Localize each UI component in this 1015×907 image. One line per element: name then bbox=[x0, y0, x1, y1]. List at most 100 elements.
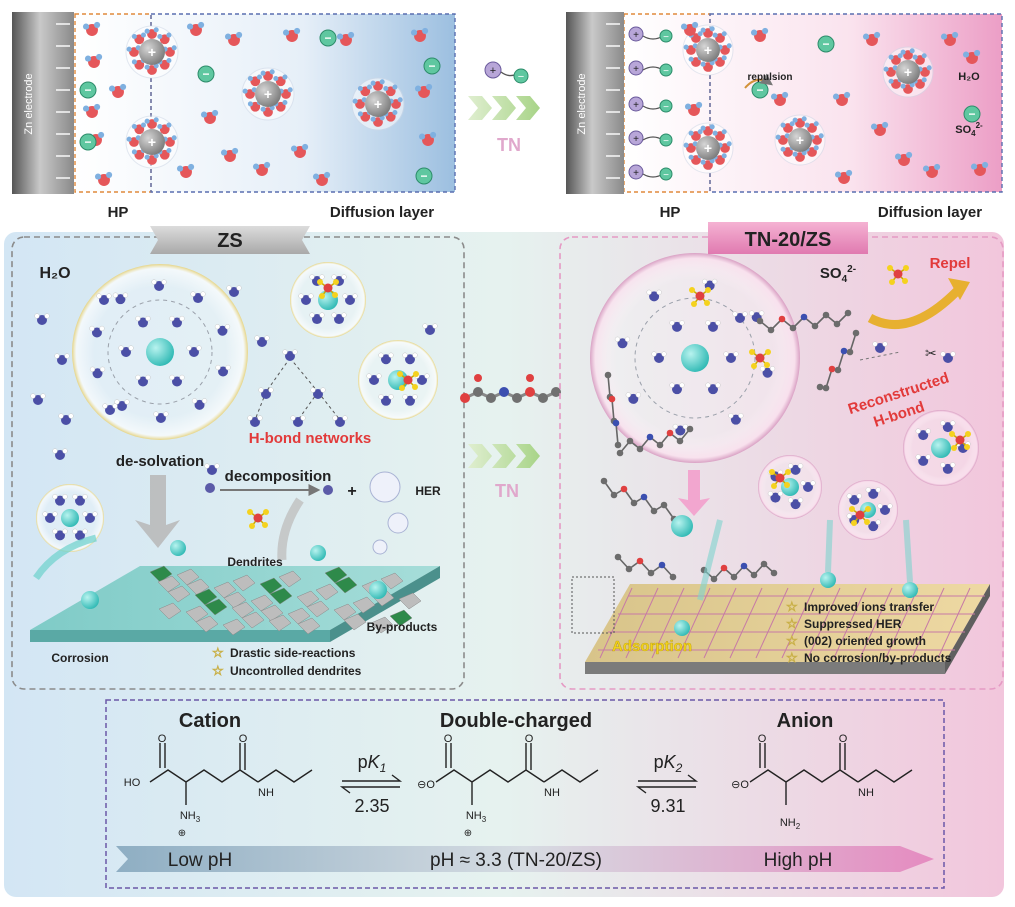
hydrogen-atom bbox=[422, 27, 429, 34]
oxygen-atom bbox=[399, 385, 405, 391]
atom bbox=[846, 348, 854, 356]
anion-label: Anion bbox=[777, 710, 834, 732]
oxygen-atom bbox=[229, 287, 239, 297]
top-tn-arrow: + − TN bbox=[468, 61, 540, 155]
hydrogen-atom bbox=[679, 320, 685, 326]
dendrite-flake bbox=[333, 603, 357, 621]
oxygen-atom bbox=[194, 399, 205, 410]
hydrogen-atom bbox=[846, 169, 853, 176]
hydrogen-atom bbox=[900, 83, 906, 89]
tn-free-zn bbox=[671, 515, 693, 537]
dendrite-flake bbox=[222, 618, 246, 636]
tn-panel-border bbox=[559, 236, 1004, 690]
sulfur-atom bbox=[403, 375, 413, 385]
hydrogen-atom bbox=[940, 351, 946, 357]
so4-anion: − bbox=[751, 81, 769, 99]
hydrogen-atom bbox=[883, 66, 889, 72]
water-molecule bbox=[780, 121, 795, 133]
hydrogen-atom bbox=[915, 454, 921, 460]
hydrogen-atom bbox=[287, 87, 293, 93]
hydrogen-atom bbox=[264, 335, 270, 341]
ion-trail bbox=[903, 519, 913, 583]
dendrite-flakes bbox=[149, 565, 422, 636]
sulfate-ion bbox=[749, 349, 771, 369]
hydrated-cation: + bbox=[241, 67, 295, 121]
hydrogen-atom bbox=[894, 153, 902, 160]
oxygen-atom bbox=[764, 362, 770, 368]
water-molecule bbox=[418, 131, 437, 146]
hydrogen-atom bbox=[726, 141, 732, 147]
tn-chain bbox=[600, 477, 678, 523]
water-molecule bbox=[162, 45, 177, 57]
oxygen-atom bbox=[708, 384, 718, 395]
water-molecule bbox=[651, 351, 667, 363]
hydrogen-atom bbox=[106, 293, 112, 299]
plus-icon: + bbox=[633, 100, 639, 111]
hydrogen-atom bbox=[683, 142, 689, 148]
hydrogen-atom bbox=[926, 65, 932, 71]
oxygen-atom bbox=[964, 444, 970, 450]
hydrogen-atom bbox=[669, 320, 675, 326]
oxygen-atom bbox=[75, 495, 85, 506]
hydrogen-atom bbox=[974, 49, 981, 56]
hydrogen-atom bbox=[715, 320, 721, 326]
svg-text:+: + bbox=[490, 65, 496, 77]
dendrite-flake bbox=[231, 601, 255, 619]
hydrogen-atom bbox=[712, 32, 718, 38]
oxygen-atom bbox=[672, 384, 682, 395]
hbond-dashed bbox=[859, 351, 901, 361]
hydrogen-atom bbox=[151, 279, 157, 285]
equilibrium-border bbox=[105, 699, 945, 889]
atom bbox=[499, 387, 509, 397]
hydrogen-atom bbox=[388, 394, 394, 400]
zn-slab-front bbox=[30, 630, 330, 642]
hydrogen-atom bbox=[418, 133, 426, 140]
hydrated-cation: + bbox=[125, 115, 179, 169]
hydrogen-atom bbox=[131, 59, 137, 65]
zs-title-tab bbox=[150, 226, 310, 254]
hydrogen-atom bbox=[921, 77, 927, 83]
oxygen-atom bbox=[868, 488, 879, 499]
water-molecule bbox=[54, 353, 70, 365]
water-molecule bbox=[96, 293, 112, 305]
dendrite-flake bbox=[268, 614, 292, 632]
hydrogen-atom bbox=[844, 91, 851, 98]
hydrogen-atom bbox=[357, 111, 363, 117]
atom bbox=[730, 573, 738, 581]
hydrogen-atom bbox=[163, 411, 169, 417]
plus-icon: + bbox=[633, 64, 639, 75]
oxygen-atom bbox=[285, 351, 295, 361]
oxygen-atom bbox=[770, 492, 781, 503]
hp-label-right: HP bbox=[660, 204, 681, 221]
scissors-icon: ✂ bbox=[925, 345, 937, 361]
water-molecule bbox=[290, 143, 309, 158]
zn-cation bbox=[255, 81, 281, 107]
water-molecule bbox=[157, 122, 172, 135]
middle-chevron-arrow bbox=[468, 444, 540, 468]
minus-icon: − bbox=[822, 37, 829, 51]
hydrogen-atom bbox=[759, 366, 766, 372]
water-molecule bbox=[144, 117, 159, 129]
dendrite-flake bbox=[398, 592, 422, 610]
hydrogen-atom bbox=[126, 136, 132, 142]
hydrogen-atom bbox=[697, 129, 703, 135]
water-molecule bbox=[114, 399, 130, 411]
hydrogen-atom bbox=[131, 33, 137, 39]
hydrogen-atom bbox=[94, 173, 102, 180]
water-molecule bbox=[34, 313, 50, 325]
water-molecule bbox=[712, 129, 727, 141]
hydrogen-atom bbox=[309, 312, 315, 318]
hydrogen-atom bbox=[875, 519, 881, 525]
oxygen-atom bbox=[765, 349, 771, 355]
hydrogen-atom bbox=[912, 54, 918, 60]
hydrogen-atom bbox=[352, 98, 358, 104]
hydrogen-atom bbox=[282, 74, 288, 80]
oxygen-atom bbox=[726, 353, 736, 363]
hydrogen-atom bbox=[324, 171, 331, 178]
water-molecule bbox=[108, 83, 127, 98]
corrosion-label: Corrosion bbox=[51, 651, 108, 665]
water-molecule bbox=[614, 336, 631, 349]
zn-cation bbox=[139, 39, 165, 65]
hydrogen-atom bbox=[379, 79, 385, 85]
desolvation-label: de-solvation bbox=[116, 453, 204, 470]
